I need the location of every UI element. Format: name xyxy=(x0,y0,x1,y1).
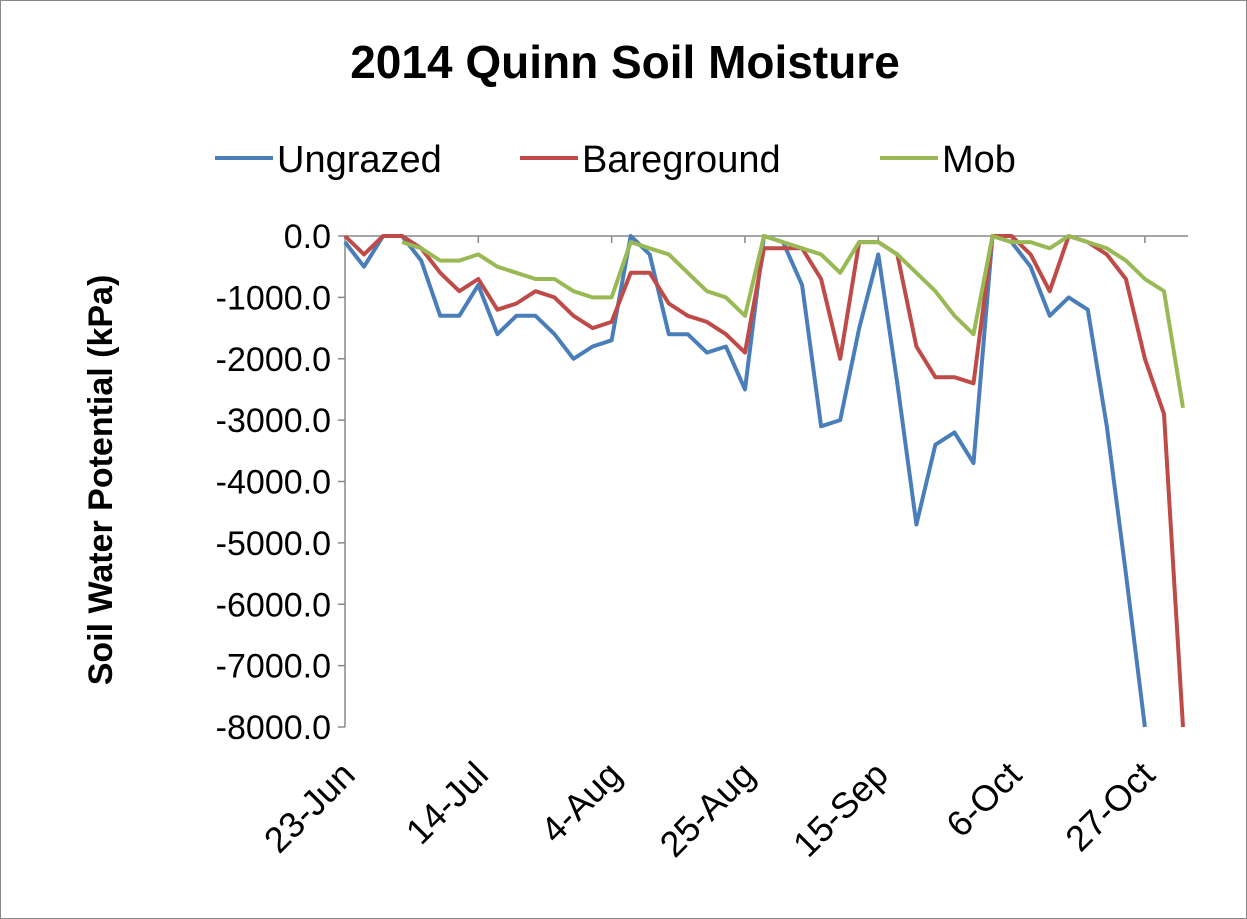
y-tick-label: -7000.0 xyxy=(216,648,331,686)
y-tick-label: -1000.0 xyxy=(216,279,331,317)
data-line xyxy=(401,234,1185,409)
legend-label: Bareground xyxy=(582,139,781,181)
y-axis-label: Soil Water Potential (kPa) xyxy=(82,275,120,686)
chart-title: 2014 Quinn Soil Moisture xyxy=(350,36,900,88)
y-tick-label: -6000.0 xyxy=(216,586,331,624)
y-tick-label: -4000.0 xyxy=(216,464,331,502)
legend-label: Ungrazed xyxy=(277,139,442,181)
y-tick-label: -5000.0 xyxy=(216,525,331,563)
y-tick-label: 0.0 xyxy=(284,218,331,256)
data-line xyxy=(343,234,1185,728)
y-tick-label: -8000.0 xyxy=(216,709,331,747)
y-tick-label: -3000.0 xyxy=(216,402,331,440)
y-tick-label: -2000.0 xyxy=(216,341,331,379)
legend-label: Mob xyxy=(942,139,1016,181)
